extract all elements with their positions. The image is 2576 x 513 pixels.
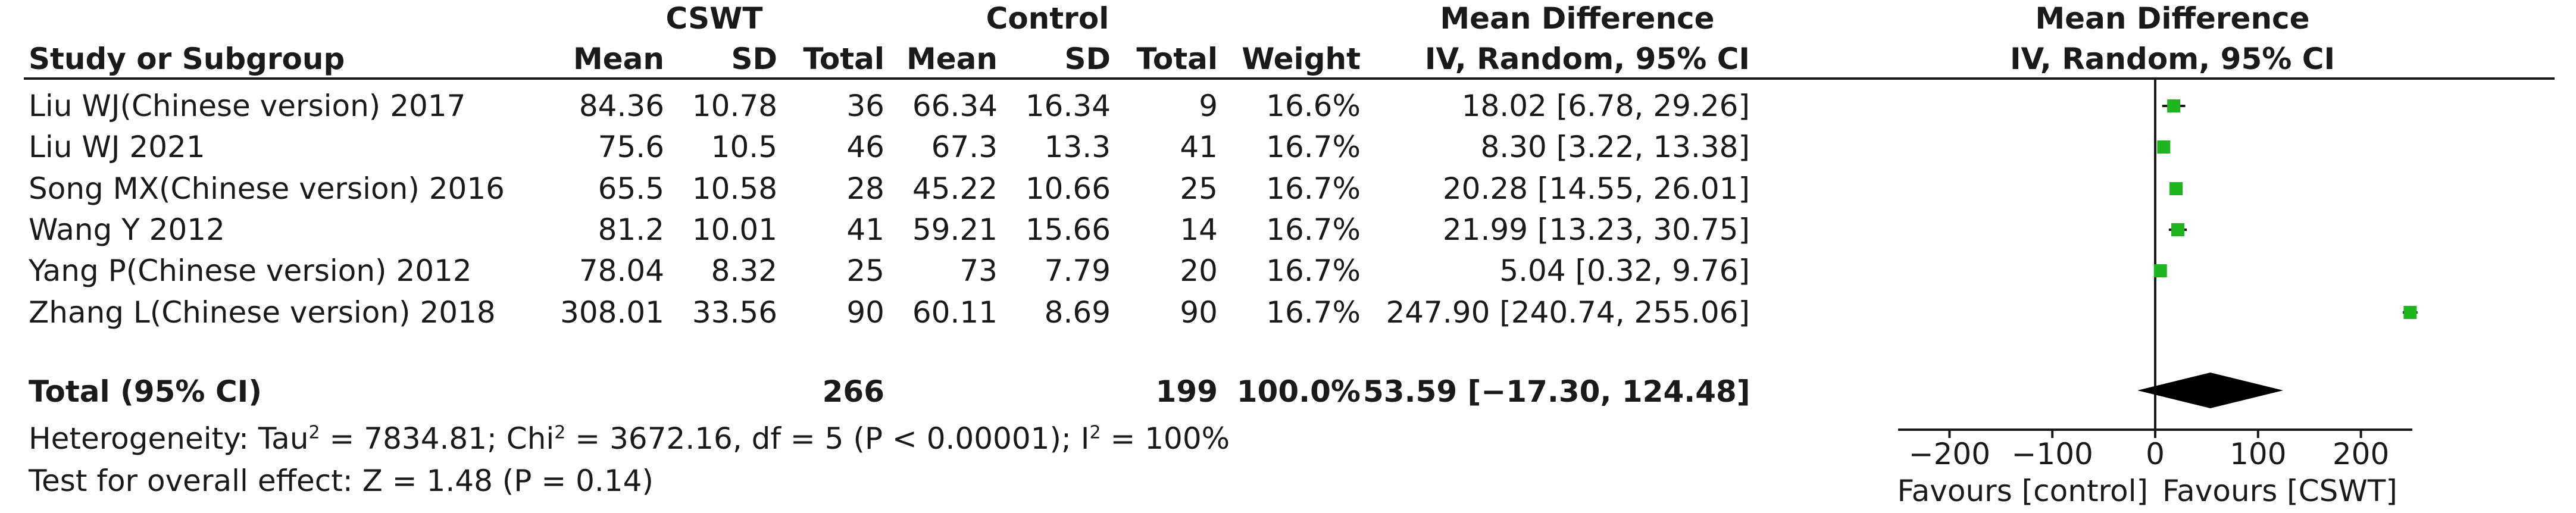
- cswt-total: 41: [846, 212, 884, 247]
- overall-effect-text: Test for overall effect: Z = 1.48 (P = 0…: [29, 464, 654, 498]
- study-weight: 16.7%: [1266, 171, 1361, 206]
- study-weight: 16.7%: [1266, 295, 1361, 330]
- control-mean: 45.22: [912, 171, 998, 206]
- control-sd: 13.3: [1044, 130, 1111, 164]
- study-column-header: Study or Subgroup: [29, 42, 345, 76]
- cswt-sd: 10.01: [692, 212, 777, 247]
- study-ci: 18.02 [6.78, 29.26]: [1461, 89, 1750, 123]
- study-point-estimate: [2403, 306, 2417, 319]
- cswt-sd: 8.32: [711, 254, 777, 288]
- study-name: Zhang L(Chinese version) 2018: [29, 295, 496, 330]
- control-sd: 16.34: [1025, 89, 1111, 123]
- mean1-column-header: Mean: [573, 42, 664, 76]
- study-point-estimate: [2171, 223, 2184, 236]
- control-sd: 10.66: [1025, 171, 1111, 206]
- x-tick-label: 200: [2333, 437, 2389, 471]
- study-ci: 247.90 [240.74, 255.06]: [1386, 295, 1750, 330]
- control-total: 25: [1180, 171, 1218, 206]
- cswt-mean: 84.36: [579, 89, 664, 123]
- control-mean: 67.3: [931, 130, 998, 164]
- study-ci: 21.99 [13.23, 30.75]: [1442, 212, 1750, 247]
- x-tick-label: 0: [2146, 437, 2165, 471]
- cswt-mean: 78.04: [579, 254, 664, 288]
- plot-method-header: IV, Random, 95% CI: [2009, 42, 2336, 76]
- x-tick-label: −100: [2012, 437, 2093, 471]
- favours-control-label: Favours [control]: [1897, 474, 2148, 508]
- total-label: Total (95% CI): [29, 374, 262, 409]
- md-header-title: Mean Difference: [1440, 1, 1715, 36]
- control-sd: 7.79: [1044, 254, 1111, 288]
- control-mean: 73: [959, 254, 998, 288]
- total-weight: 100.0%: [1236, 374, 1361, 409]
- control-total: 41: [1180, 130, 1218, 164]
- cswt-total: 90: [846, 295, 884, 330]
- control-group-header: Control: [986, 1, 1109, 36]
- cswt-sd: 10.5: [711, 130, 777, 164]
- study-weight: 16.7%: [1266, 130, 1361, 164]
- favours-cswt-label: Favours [CSWT]: [2162, 474, 2397, 508]
- weight-column-header: Weight: [1242, 42, 1361, 76]
- study-point-estimate: [2167, 99, 2181, 112]
- control-mean: 66.34: [912, 89, 998, 123]
- study-ci: 8.30 [3.22, 13.38]: [1480, 130, 1750, 164]
- control-total-sum: 199: [1155, 374, 1218, 409]
- cswt-total-sum: 266: [822, 374, 884, 409]
- control-mean: 59.21: [912, 212, 998, 247]
- md-method-header: IV, Random, 95% CI: [1424, 42, 1750, 76]
- study-weight: 16.7%: [1266, 254, 1361, 288]
- sd1-column-header: SD: [731, 42, 777, 76]
- study-ci: 20.28 [14.55, 26.01]: [1442, 171, 1750, 206]
- cswt-sd: 10.58: [692, 171, 777, 206]
- total1-column-header: Total: [803, 42, 884, 76]
- total2-column-header: Total: [1136, 42, 1218, 76]
- control-mean: 60.11: [912, 295, 998, 330]
- control-total: 9: [1199, 89, 1218, 123]
- x-tick-label: −200: [1909, 437, 1990, 471]
- cswt-mean: 75.6: [598, 130, 664, 164]
- cswt-total: 25: [846, 254, 884, 288]
- control-sd: 8.69: [1044, 295, 1111, 330]
- cswt-total: 28: [846, 171, 884, 206]
- cswt-total: 36: [846, 89, 884, 123]
- cswt-total: 46: [846, 130, 884, 164]
- cswt-sd: 33.56: [692, 295, 777, 330]
- cswt-mean: 308.01: [560, 295, 664, 330]
- study-weight: 16.6%: [1266, 89, 1361, 123]
- cswt-mean: 65.5: [598, 171, 664, 206]
- header-rule: [24, 77, 2555, 80]
- cswt-group-header: CSWT: [665, 1, 763, 36]
- control-total: 90: [1180, 295, 1218, 330]
- control-total: 20: [1180, 254, 1218, 288]
- control-total: 14: [1180, 212, 1218, 247]
- heterogeneity-text: Heterogeneity: Tau2 = 7834.81; Chi2 = 36…: [29, 421, 1230, 456]
- mean2-column-header: Mean: [906, 42, 998, 76]
- study-point-estimate: [2169, 182, 2183, 195]
- study-weight: 16.7%: [1266, 212, 1361, 247]
- sd2-column-header: SD: [1064, 42, 1111, 76]
- cswt-sd: 10.78: [692, 89, 777, 123]
- study-name: Liu WJ(Chinese version) 2017: [29, 89, 466, 123]
- study-name: Liu WJ 2021: [29, 130, 205, 164]
- study-ci: 5.04 [0.32, 9.76]: [1499, 254, 1750, 288]
- study-name: Yang P(Chinese version) 2012: [29, 254, 472, 288]
- study-name: Song MX(Chinese version) 2016: [29, 171, 505, 206]
- study-point-estimate: [2153, 264, 2167, 277]
- cswt-mean: 81.2: [598, 212, 664, 247]
- control-sd: 15.66: [1025, 212, 1111, 247]
- x-tick-label: 100: [2230, 437, 2286, 471]
- study-point-estimate: [2157, 140, 2171, 154]
- pooled-estimate-diamond: [2137, 373, 2284, 408]
- plot-header-title: Mean Difference: [2035, 1, 2310, 36]
- study-name: Wang Y 2012: [29, 212, 225, 247]
- pooled-ci: 53.59 [−17.30, 124.48]: [1363, 374, 1750, 409]
